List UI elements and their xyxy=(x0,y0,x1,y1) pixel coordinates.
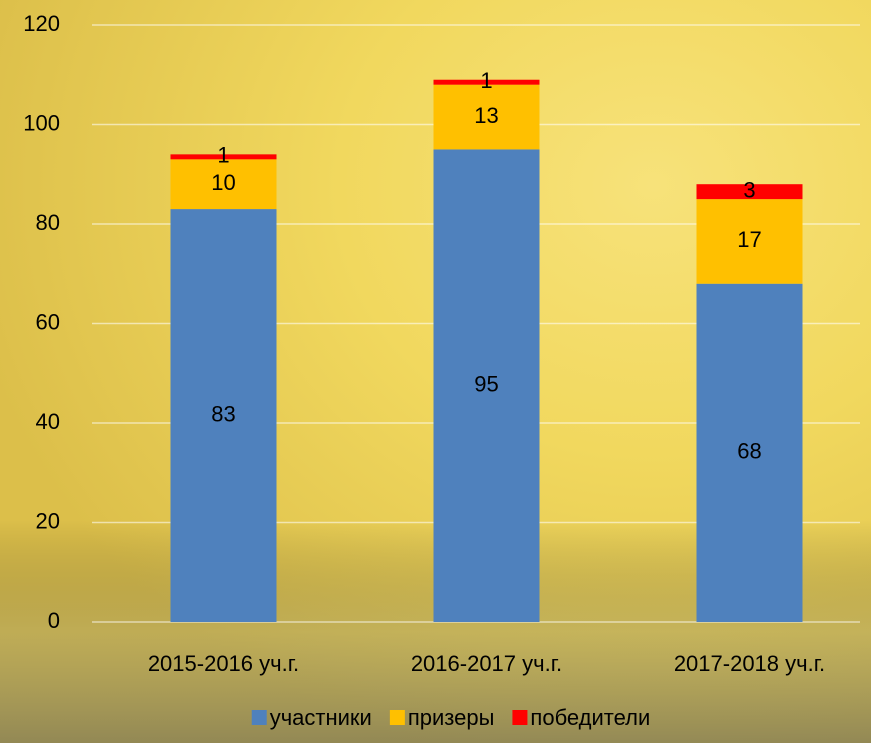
data-label: 95 xyxy=(474,372,498,397)
bar-segment xyxy=(433,79,540,85)
data-label: 1 xyxy=(217,143,229,168)
legend-swatch xyxy=(389,710,405,725)
data-label: 17 xyxy=(737,227,761,252)
bar-segment xyxy=(696,184,803,200)
data-label: 3 xyxy=(743,177,755,202)
legend-swatch xyxy=(251,710,267,725)
bar-segment xyxy=(170,159,277,210)
y-tick-label: 0 xyxy=(48,608,60,633)
data-label: 83 xyxy=(211,401,235,426)
legend-label: победители xyxy=(530,705,650,730)
data-label: 68 xyxy=(737,439,761,464)
y-tick-label: 100 xyxy=(23,110,60,135)
bar-segment xyxy=(170,154,277,160)
bar-segment xyxy=(433,149,540,622)
data-label: 10 xyxy=(211,170,235,195)
y-tick-label: 60 xyxy=(36,309,60,334)
y-tick-label: 80 xyxy=(36,210,60,235)
data-label: 13 xyxy=(474,103,498,128)
bar-segment xyxy=(433,84,540,150)
x-tick-label: 2017-2018 уч.г. xyxy=(674,651,825,676)
data-label: 1 xyxy=(480,68,492,93)
legend-label: призеры xyxy=(408,705,495,730)
bar-segment xyxy=(170,209,277,622)
x-tick-label: 2015-2016 уч.г. xyxy=(148,651,299,676)
x-tick-label: 2016-2017 уч.г. xyxy=(411,651,562,676)
y-tick-label: 120 xyxy=(23,11,60,36)
bar-segment xyxy=(696,283,803,622)
bar-segment xyxy=(696,199,803,284)
legend-swatch xyxy=(512,710,528,725)
y-tick-label: 40 xyxy=(36,409,60,434)
y-tick-label: 20 xyxy=(36,508,60,533)
legend-label: участники xyxy=(270,705,372,730)
